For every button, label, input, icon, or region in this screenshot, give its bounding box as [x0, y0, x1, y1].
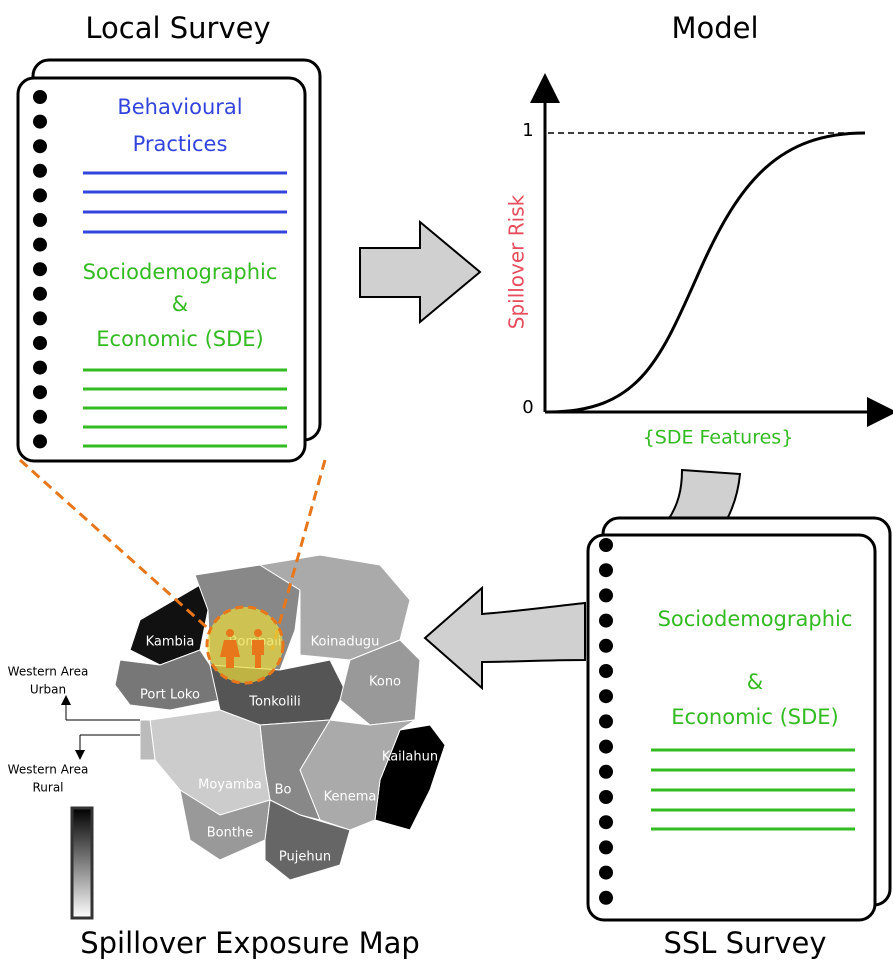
spiral-dot	[33, 237, 47, 252]
map	[114, 554, 446, 881]
y-top: 1	[522, 120, 533, 141]
sde-line: &	[172, 292, 188, 316]
district-label: Tonkolili	[248, 695, 300, 710]
district-label: Kailahun	[382, 750, 438, 765]
spiral-dot	[599, 613, 613, 628]
spiral-dot	[33, 188, 47, 203]
spiral-dot	[599, 840, 613, 855]
y-bottom: 0	[522, 397, 533, 418]
legend-bar	[70, 806, 94, 920]
model-title: Model	[671, 11, 758, 45]
sde-line: Sociodemographic	[83, 260, 278, 284]
spiral-dot	[33, 163, 47, 178]
spiral-dot	[599, 865, 613, 880]
local-survey-title: Local Survey	[85, 11, 270, 45]
ssl-notebook: Sociodemographic & Economic (SDE)	[586, 516, 892, 922]
local-notebook: Behavioural Practices Sociodemographic &…	[16, 58, 322, 463]
district-label: Port Loko	[140, 688, 200, 703]
y-label: Spillover Risk	[505, 194, 529, 329]
district-label: Kono	[369, 675, 401, 690]
behaviour-line: Behavioural	[117, 95, 242, 119]
sde-line: Sociodemographic	[658, 607, 853, 631]
western-area-callouts	[61, 695, 140, 760]
spiral-dot	[33, 385, 47, 400]
district-label: Kenema	[324, 790, 377, 805]
zoom	[18, 458, 327, 685]
district-label: Bo	[275, 783, 292, 798]
western-urban: Urban	[30, 683, 66, 697]
spiral-dot	[33, 434, 47, 449]
spiral-dot	[33, 311, 47, 326]
spiral-dot	[599, 664, 613, 678]
arrow	[359, 219, 482, 325]
spiral-dot	[599, 689, 613, 704]
spiral-dot	[33, 90, 47, 104]
district-label: Moyamba	[198, 778, 262, 793]
district-label: Koinadugu	[311, 635, 380, 650]
spiral-dot	[33, 262, 47, 277]
spiral-dot	[33, 360, 47, 375]
sde-line: Economic (SDE)	[96, 327, 264, 351]
spiral-dot	[599, 815, 613, 830]
spiral-dot	[599, 538, 613, 552]
spiral-dot	[599, 890, 613, 905]
spiral-dot	[33, 409, 47, 424]
western-rural: Rural	[32, 781, 63, 795]
spiral-dot	[33, 139, 47, 154]
district-label: Kambia	[146, 635, 195, 650]
spiral-dot	[599, 563, 613, 578]
western-urban: Western Area	[8, 665, 89, 679]
map-title: Spillover Exposure Map	[80, 926, 420, 960]
sde-line: Economic (SDE)	[671, 705, 839, 729]
district-label: Pujehun	[279, 850, 331, 865]
behaviour-line: Practices	[133, 132, 228, 156]
spiral-dot	[599, 714, 613, 729]
spiral-dot	[599, 739, 613, 754]
ssl-survey-title: SSL Survey	[663, 926, 826, 960]
western-rural: Western Area	[8, 763, 89, 777]
spiral-dot	[33, 114, 47, 129]
spiral-dot	[599, 764, 613, 779]
spiral-dot	[33, 213, 47, 227]
district-label: Bonthe	[207, 826, 253, 841]
spiral-dot	[33, 286, 47, 301]
sde-line: &	[747, 670, 763, 694]
spiral-dot	[599, 638, 613, 653]
spiral-dot	[33, 336, 47, 350]
spiral-dot	[599, 588, 613, 603]
arrow	[423, 585, 586, 691]
spiral-dot	[599, 790, 613, 804]
x-label: {SDE Features}	[643, 427, 794, 449]
model-plot: 1 0 Spillover Risk {SDE Features}	[505, 73, 893, 449]
